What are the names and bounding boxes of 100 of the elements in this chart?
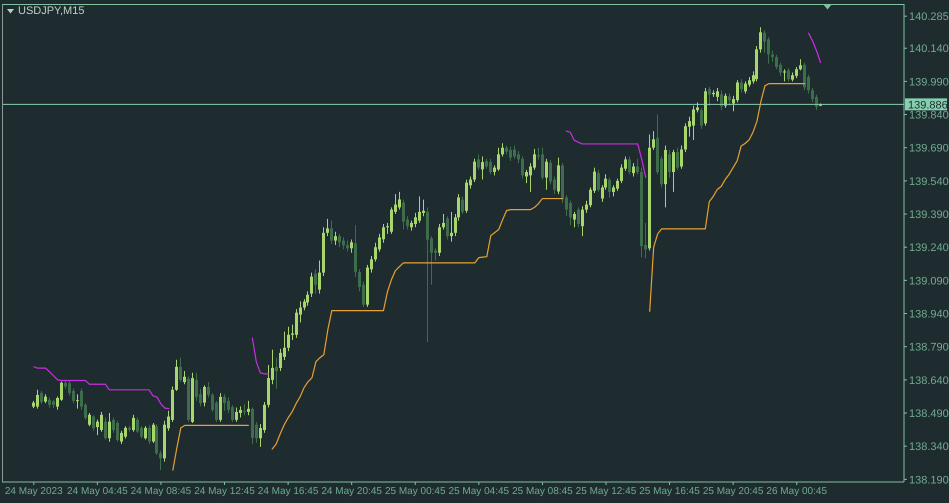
candlestick — [231, 404, 234, 422]
candlestick — [418, 196, 421, 224]
y-tick-label: 139.390 — [909, 208, 949, 221]
candlestick — [501, 142, 504, 158]
candlestick — [350, 238, 353, 254]
candlestick — [803, 62, 806, 91]
x-tick-label: 24 May 08:45 — [130, 486, 192, 498]
candlestick — [513, 145, 516, 160]
candlestick — [223, 394, 226, 412]
candlestick — [763, 30, 766, 54]
candlestick — [48, 397, 51, 408]
candlestick — [310, 272, 313, 298]
candlestick — [203, 384, 206, 407]
candlestick — [489, 158, 492, 175]
y-tick-label: 139.090 — [909, 275, 949, 288]
candlestick — [92, 414, 95, 432]
candlestick — [815, 94, 818, 111]
candlestick — [104, 416, 107, 440]
candlestick — [342, 236, 345, 250]
candlestick — [402, 199, 405, 230]
candlestick — [410, 220, 413, 232]
candlestick — [326, 218, 329, 237]
candlestick — [88, 412, 91, 427]
candlestick — [76, 394, 79, 410]
candlestick — [414, 212, 417, 228]
candlestick — [525, 169, 528, 184]
candlestick — [720, 90, 723, 111]
candlestick — [207, 382, 210, 398]
candlestick — [96, 419, 99, 436]
candlestick — [175, 359, 178, 392]
x-tick-label: 25 May 04:45 — [448, 486, 510, 498]
candlestick — [795, 66, 798, 79]
y-tick-label: 138.340 — [909, 441, 949, 454]
x-tick-label: 24 May 20:45 — [321, 486, 382, 498]
candlestick — [728, 93, 731, 106]
candlestick — [716, 88, 719, 102]
candlestick — [740, 78, 743, 93]
x-tick-label: 24 May 12:45 — [194, 486, 256, 498]
candlestick — [473, 158, 476, 182]
candlestick — [787, 68, 790, 82]
candlestick — [144, 426, 147, 440]
candlestick — [700, 107, 703, 130]
y-tick-label: 138.790 — [909, 342, 949, 354]
candlestick — [100, 411, 103, 432]
candlestick — [279, 348, 282, 372]
y-tick-label: 140.140 — [909, 43, 949, 56]
candlestick — [581, 206, 584, 237]
candlestick — [577, 206, 580, 228]
candlestick — [684, 122, 687, 153]
candlestick — [275, 357, 278, 390]
candlestick — [306, 290, 309, 306]
candlestick — [783, 68, 786, 82]
candlestick — [287, 326, 290, 352]
candlestick — [346, 240, 349, 252]
y-tick-label: 139.840 — [909, 109, 949, 122]
candlestick — [318, 260, 321, 294]
candlestick — [314, 268, 317, 294]
y-tick-label: 139.540 — [909, 176, 949, 188]
x-tick-label: 26 May 00:45 — [766, 486, 828, 498]
candlestick — [338, 233, 341, 248]
candlestick — [636, 158, 639, 175]
candlestick — [40, 390, 43, 405]
candlestick — [771, 50, 774, 62]
candlestick — [132, 414, 135, 432]
x-tick-label: 25 May 00:45 — [384, 486, 446, 498]
x-tick-label: 24 May 04:45 — [67, 486, 128, 498]
candlestick — [195, 372, 198, 402]
x-tick-label: 25 May 16:45 — [639, 486, 700, 498]
y-tick-label: 139.990 — [909, 76, 949, 88]
candlestick — [628, 156, 631, 175]
candlestick — [108, 412, 111, 442]
candlestick — [247, 400, 250, 416]
candlestick — [152, 422, 155, 444]
candlestick — [243, 404, 246, 416]
candlestick — [767, 36, 770, 64]
y-tick-label: 138.190 — [909, 474, 949, 486]
candlestick — [616, 178, 619, 192]
ref-line-label: 139.886 — [908, 99, 948, 112]
candlestick — [36, 389, 39, 410]
candlestick — [811, 88, 814, 103]
candlestick — [620, 164, 623, 184]
candlestick — [759, 26, 762, 54]
candlestick — [183, 370, 186, 385]
y-tick-label: 138.940 — [909, 308, 949, 320]
candlestick — [521, 156, 524, 180]
candlestick — [736, 80, 739, 103]
candlestick — [235, 406, 238, 422]
candlestick — [179, 357, 182, 383]
candlestick — [124, 426, 127, 439]
candlestick — [672, 149, 675, 192]
x-tick-label: 25 May 08:45 — [512, 486, 574, 498]
candlestick — [573, 211, 576, 228]
candlestick — [744, 80, 747, 94]
candlestick — [398, 191, 401, 210]
candlestick — [120, 430, 123, 444]
candlestick — [159, 450, 162, 471]
candlestick — [461, 196, 464, 215]
x-tick-label: 25 May 20:45 — [702, 486, 764, 498]
chart-title: USDJPY,M15 — [18, 5, 84, 18]
candlestick — [597, 169, 600, 192]
